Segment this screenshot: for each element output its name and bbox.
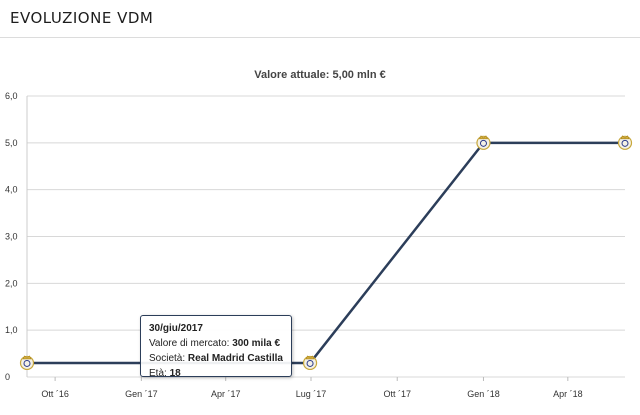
tooltip-value: 300 mila € — [232, 338, 280, 349]
x-tick-label: Gen ´17 — [125, 389, 158, 399]
tooltip-value-label: Valore di mercato: — [149, 338, 230, 349]
crest-crown — [305, 355, 315, 360]
page-title: EVOLUZIONE VDM — [10, 9, 154, 27]
y-tick-label: 1,0 — [5, 325, 18, 335]
tooltip-age: 18 — [169, 368, 181, 379]
crest-crown — [620, 135, 630, 140]
y-tick-label: 6,0 — [5, 91, 18, 101]
tooltip-club-row: Società: Real Madrid Castilla — [149, 351, 283, 366]
x-tick-label: Gen ´18 — [467, 389, 500, 399]
x-tick-label: Apr ´18 — [553, 389, 583, 399]
x-tick-label: Ott ´16 — [41, 389, 69, 399]
y-tick-label: 3,0 — [5, 232, 18, 242]
y-tick-label: 2,0 — [5, 278, 18, 288]
x-tick-label: Apr ´17 — [211, 389, 241, 399]
crest-emblem — [306, 359, 314, 367]
tooltip-club: Real Madrid Castilla — [187, 353, 283, 364]
data-point-crest — [476, 135, 491, 150]
chart-tooltip: 30/giu/2017 Valore di mercato: 300 mila … — [140, 315, 292, 379]
tooltip-value-row: Valore di mercato: 300 mila € — [149, 336, 283, 351]
y-tick-label: 5,0 — [5, 138, 18, 148]
x-tick-label: Ott ´17 — [383, 389, 411, 399]
market-value-chart: Valore attuale: 5,00 mln € 0 1,0 2,0 3,0 4,0 5… — [5, 69, 633, 399]
crest-emblem — [23, 359, 31, 367]
crest-emblem — [479, 139, 487, 147]
crest-crown — [478, 135, 488, 140]
chart-title: Valore attuale: 5,00 mln € — [254, 69, 385, 81]
crest-emblem — [621, 139, 629, 147]
tooltip-club-label: Società: — [149, 353, 186, 364]
page-header: EVOLUZIONE VDM — [0, 0, 640, 38]
y-tick-label: 0 — [5, 372, 10, 382]
tooltip-age-label: Età: — [149, 368, 167, 379]
y-tick-label: 4,0 — [5, 185, 18, 195]
crest-crown — [22, 355, 32, 360]
data-point-crest — [302, 355, 318, 371]
tooltip-age-row: Età: 18 — [149, 366, 283, 381]
tooltip-date: 30/giu/2017 — [149, 323, 203, 334]
x-tick-label: Lug ´17 — [296, 389, 327, 399]
data-point-crest — [19, 355, 35, 371]
data-point-crest — [617, 135, 633, 150]
